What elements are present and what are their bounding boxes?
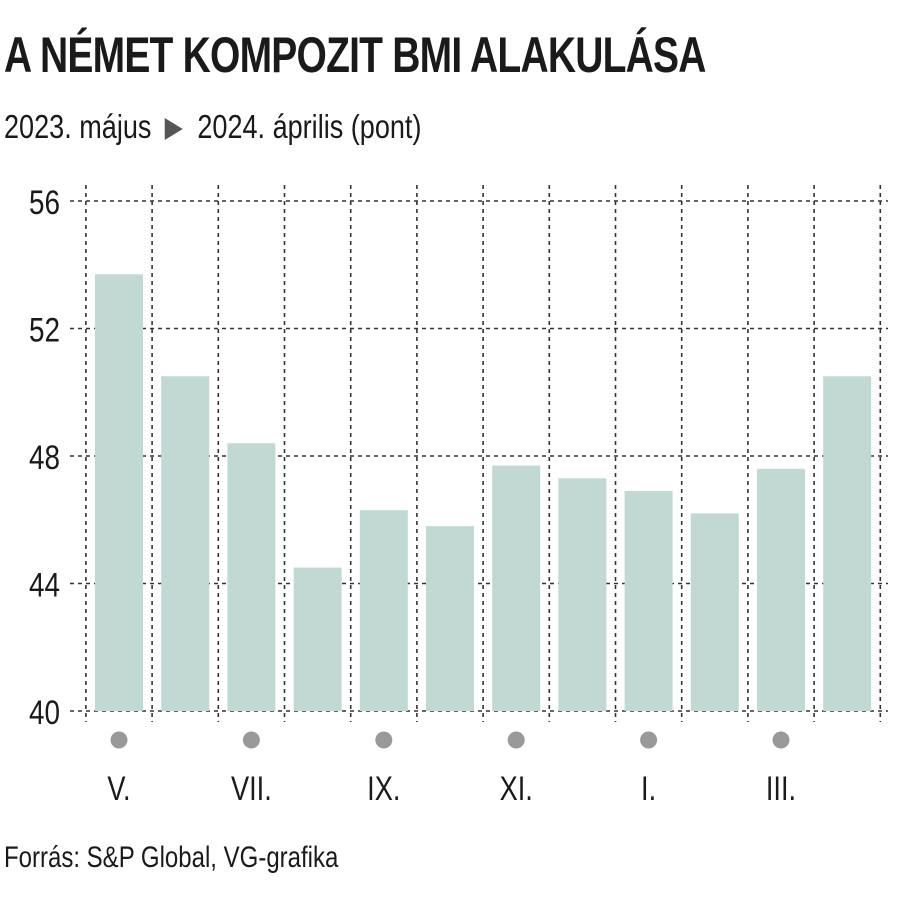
- chart-title: A NÉMET KOMPOZIT BMI ALAKULÁSA: [4, 27, 706, 83]
- bar: [757, 468, 805, 711]
- source-note: Forrás: S&P Global, VG-grafika: [4, 841, 339, 874]
- category-marker-dot: [507, 731, 525, 749]
- bar-layer: [95, 274, 872, 711]
- x-tick-label: III.: [766, 769, 796, 808]
- bar: [823, 376, 872, 711]
- bar: [690, 513, 739, 711]
- x-tick-label: I.: [641, 769, 656, 808]
- bar: [227, 443, 276, 711]
- category-marker-dot: [375, 731, 393, 749]
- subtitle-end: 2024. április (pont): [197, 108, 422, 145]
- category-marker-dot: [110, 731, 128, 749]
- bar: [492, 465, 541, 711]
- category-marker-dot: [640, 731, 658, 749]
- x-tick-label: V.: [107, 769, 130, 808]
- bar: [293, 567, 342, 711]
- x-tick-label: IX.: [367, 769, 400, 808]
- chart-subtitle: 2023. május 2024. április (pont): [4, 110, 421, 143]
- bar: [558, 478, 607, 711]
- subtitle-start: 2023. május: [4, 108, 152, 145]
- y-tick-label: 40: [29, 693, 60, 731]
- axis-layer: 40 44 48 52 56 V. VII. IX. XI. I. III.: [29, 183, 796, 807]
- x-tick-label: XI.: [500, 769, 533, 808]
- y-tick-label: 52: [29, 311, 60, 349]
- bar: [161, 376, 210, 711]
- y-tick-label: 48: [29, 438, 60, 476]
- category-marker-dot: [242, 731, 260, 749]
- bar: [426, 526, 474, 711]
- y-tick-label: 56: [29, 183, 60, 221]
- y-tick-label: 44: [29, 566, 60, 604]
- bar: [359, 510, 408, 711]
- category-marker-dot: [772, 731, 790, 749]
- bar: [624, 491, 673, 711]
- bar: [95, 274, 143, 711]
- x-tick-label: VII.: [231, 769, 272, 808]
- arrow-right-icon: [164, 118, 183, 140]
